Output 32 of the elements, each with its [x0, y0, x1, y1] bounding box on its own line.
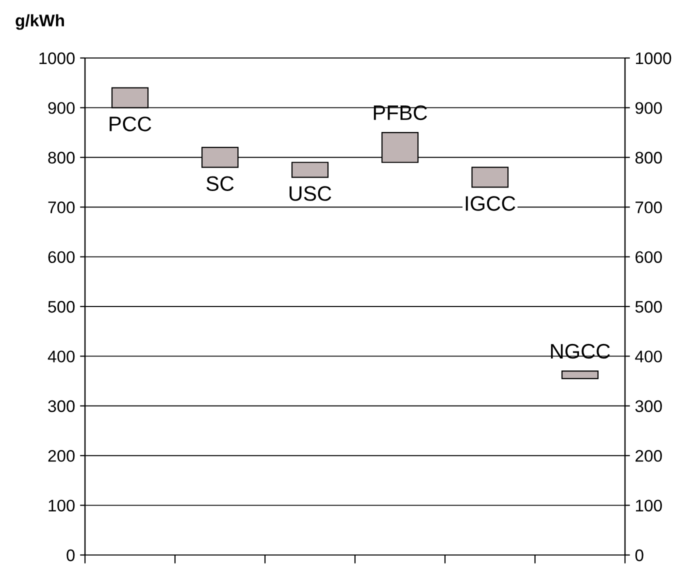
bar [561, 370, 599, 380]
y2-tick-label: 700 [636, 202, 662, 214]
y2-tick-label: 200 [636, 450, 662, 462]
y2-tick-label: 900 [636, 102, 662, 114]
x-tick-label: SC [206, 176, 234, 191]
y2-tick-label: 800 [635, 152, 662, 164]
x-tick-label: IGCC [466, 196, 516, 211]
y2-tick-label: 100 [636, 500, 662, 512]
x-tick-label: PFBC [374, 105, 427, 120]
y-tick-label: 500 [48, 300, 75, 313]
y-tick-label: 800 [48, 152, 75, 164]
y2-tick-label: 300 [635, 400, 662, 412]
y-tick-label: 100 [48, 500, 75, 512]
y-tick-label: 300 [48, 400, 75, 412]
x-tick-label: PCC [110, 116, 152, 132]
x-tick-label: USC [290, 186, 332, 201]
bar [471, 166, 509, 188]
x-tick-label: NGCC [551, 344, 610, 359]
bar [291, 162, 329, 178]
y2-tick-label: 600 [636, 251, 662, 264]
y-tick-label: 400 [48, 350, 75, 362]
y-tick-label: 200 [48, 450, 75, 462]
y-tick-label: 600 [48, 251, 75, 264]
y-tick-label: 700 [48, 202, 75, 214]
y2-tick-label: 0 [635, 549, 644, 562]
y-tick-label: 1000 [39, 52, 75, 64]
y-tick-label: 0 [66, 549, 75, 562]
y2-tick-label: 400 [635, 350, 662, 362]
y2-tick-label: 500 [635, 300, 662, 313]
y-axis-title: g/kWh [16, 14, 64, 30]
y2-tick-label: 1000 [636, 52, 672, 64]
y-tick-label: 900 [48, 102, 75, 114]
